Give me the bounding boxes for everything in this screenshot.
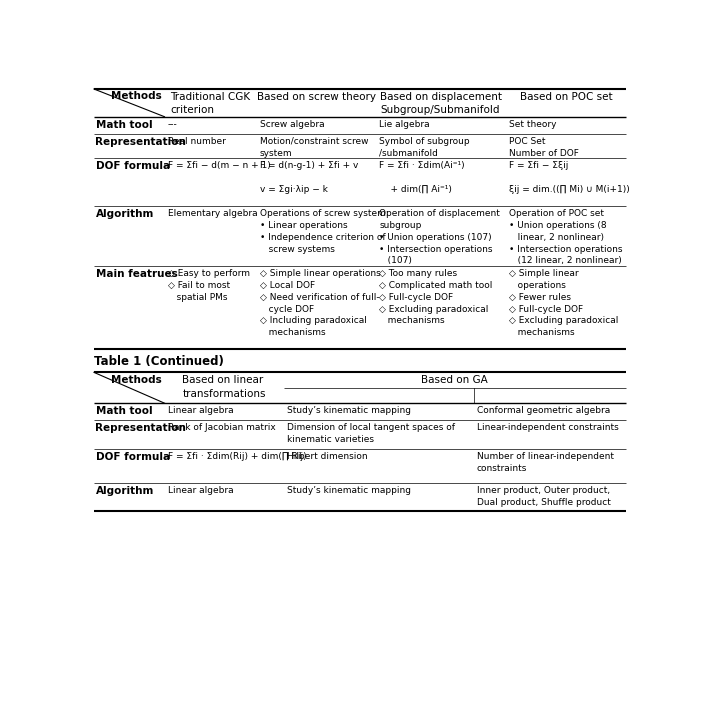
Text: Methods: Methods <box>111 374 161 384</box>
Text: Traditional CGK
criterion: Traditional CGK criterion <box>171 92 251 115</box>
Text: Linear-independent constraints: Linear-independent constraints <box>477 423 618 432</box>
Text: Based on GA: Based on GA <box>421 375 488 385</box>
Text: Methods: Methods <box>111 92 161 101</box>
Text: Operation of POC set
• Union operations (8
   linear, 2 nonlinear)
• Intersectio: Operation of POC set • Union operations … <box>510 209 623 266</box>
Text: Real number: Real number <box>168 137 225 146</box>
Text: Math tool: Math tool <box>95 406 152 416</box>
Text: Representation: Representation <box>95 423 186 433</box>
Text: Lie algebra: Lie algebra <box>379 120 430 129</box>
Text: Study’s kinematic mapping: Study’s kinematic mapping <box>287 486 411 495</box>
Text: Dimension of local tangent spaces of
kinematic varieties: Dimension of local tangent spaces of kin… <box>287 423 455 444</box>
Text: Based on screw theory: Based on screw theory <box>257 92 376 102</box>
Text: Motion/constraint screw
system: Motion/constraint screw system <box>260 137 369 158</box>
Text: Number of linear-independent
constraints: Number of linear-independent constraints <box>477 453 614 473</box>
Text: Math tool: Math tool <box>95 120 152 130</box>
Text: Based on displacement
Subgroup/Submanifold: Based on displacement Subgroup/Submanifo… <box>380 92 502 115</box>
Text: F = Σfi · Σdim(Rij) + dim(∏ Rij): F = Σfi · Σdim(Rij) + dim(∏ Rij) <box>168 453 306 461</box>
Text: DOF formula: DOF formula <box>95 453 170 463</box>
Text: F = Σfi − Σξij

ξij = dim.((∏ Mi) ∪ M(i+1)): F = Σfi − Σξij ξij = dim.((∏ Mi) ∪ M(i+1… <box>510 161 630 194</box>
Text: Rank of Jacobian matrix: Rank of Jacobian matrix <box>168 423 275 432</box>
Text: ◇ Easy to perform
◇ Fail to most
   spatial PMs: ◇ Easy to perform ◇ Fail to most spatial… <box>168 269 250 301</box>
Text: Operation of displacement
subgroup
• Union operations (107)
• Intersection opera: Operation of displacement subgroup • Uni… <box>379 209 500 266</box>
Text: Algorithm: Algorithm <box>95 486 154 496</box>
Text: ---: --- <box>168 120 178 129</box>
Text: Inner product, Outer product,
Dual product, Shuffle product: Inner product, Outer product, Dual produ… <box>477 486 611 507</box>
Text: POC Set
Number of DOF: POC Set Number of DOF <box>510 137 579 158</box>
Text: Study’s kinematic mapping: Study’s kinematic mapping <box>287 406 411 415</box>
Text: Main featrues: Main featrues <box>95 269 177 279</box>
Text: ◇ Simple linear
   operations
◇ Fewer rules
◇ Full-cycle DOF
◇ Excluding paradox: ◇ Simple linear operations ◇ Fewer rules… <box>510 269 618 337</box>
Text: Elementary algebra: Elementary algebra <box>168 209 257 218</box>
Text: Algorithm: Algorithm <box>95 209 154 219</box>
Text: Conformal geometric algebra: Conformal geometric algebra <box>477 406 610 415</box>
Text: Screw algebra: Screw algebra <box>260 120 324 129</box>
Text: Based on POC set: Based on POC set <box>519 92 612 102</box>
Text: Linear algebra: Linear algebra <box>168 406 233 415</box>
Text: Linear algebra: Linear algebra <box>168 486 233 495</box>
Text: Based on linear
transformations: Based on linear transformations <box>183 375 266 399</box>
Text: F = Σfi − d(m − n + 1): F = Σfi − d(m − n + 1) <box>168 161 270 170</box>
Text: Hilbert dimension: Hilbert dimension <box>287 453 368 461</box>
Text: Operations of screw system:
• Linear operations
• Independence criterion of
   s: Operations of screw system: • Linear ope… <box>260 209 388 253</box>
Text: Table 1 (Continued): Table 1 (Continued) <box>94 355 224 369</box>
Text: F = d(n-g-1) + Σfi + v

v = Σgi·λip − k: F = d(n-g-1) + Σfi + v v = Σgi·λip − k <box>260 161 358 194</box>
Text: Symbol of subgroup
/submanifold: Symbol of subgroup /submanifold <box>379 137 470 158</box>
Text: ◇ Too many rules
◇ Complicated math tool
◇ Full-cycle DOF
◇ Excluding paradoxica: ◇ Too many rules ◇ Complicated math tool… <box>379 269 493 325</box>
Text: Set theory: Set theory <box>510 120 557 129</box>
Text: F = Σfi · Σdim(Ai⁼¹)

    + dim(∏ Ai⁼¹): F = Σfi · Σdim(Ai⁼¹) + dim(∏ Ai⁼¹) <box>379 161 465 194</box>
Text: ◇ Simple linear operations
◇ Local DOF
◇ Need verification of full-
   cycle DOF: ◇ Simple linear operations ◇ Local DOF ◇… <box>260 269 380 337</box>
Text: Representation: Representation <box>95 137 186 147</box>
Text: DOF formula: DOF formula <box>95 161 170 171</box>
